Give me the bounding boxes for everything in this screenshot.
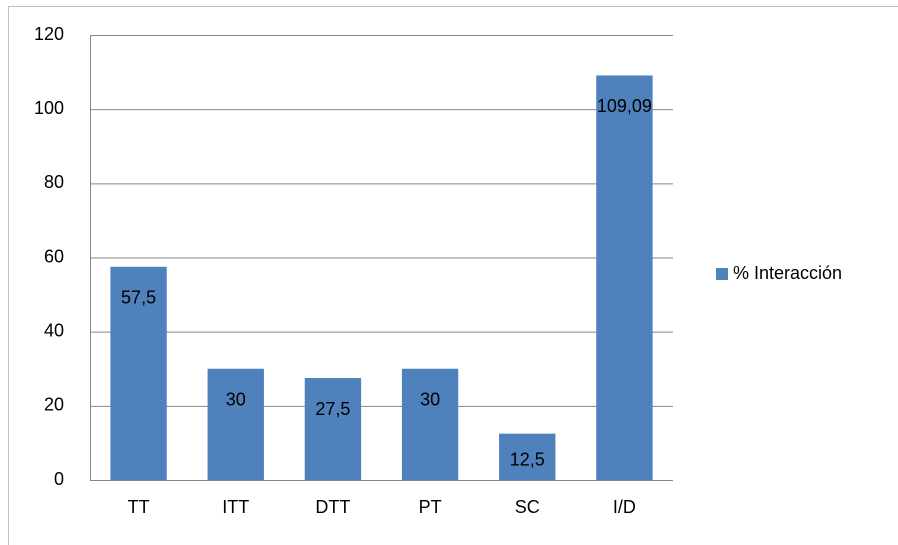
bar (596, 75, 653, 480)
y-tick-label: 120 (34, 24, 64, 44)
y-tick-label: 40 (44, 320, 64, 340)
legend-swatch (716, 268, 728, 280)
bar (110, 266, 167, 480)
bar (499, 433, 556, 480)
x-tick-label: PT (419, 497, 442, 517)
x-tick-label: SC (515, 497, 540, 517)
data-label: 109,09 (597, 96, 652, 116)
data-label: 57,5 (121, 288, 156, 308)
data-label: 27,5 (315, 399, 350, 419)
data-label: 30 (226, 390, 246, 410)
x-tick-label: ITT (222, 497, 249, 517)
data-label: 12,5 (510, 450, 545, 470)
bar (304, 378, 362, 480)
chart-frame (8, 6, 898, 545)
data-label: 30 (420, 390, 440, 410)
x-tick-label: I/D (613, 497, 636, 517)
bar (207, 368, 264, 480)
x-tick-label: TT (128, 497, 150, 517)
y-tick-label: 80 (44, 172, 64, 192)
legend-label: % Interacción (733, 263, 842, 283)
y-tick-label: 60 (44, 246, 64, 266)
y-tick-label: 100 (34, 98, 64, 118)
bar (401, 368, 459, 480)
x-tick-label: DTT (315, 497, 350, 517)
y-tick-label: 0 (54, 469, 64, 489)
y-tick-label: 20 (44, 395, 64, 415)
